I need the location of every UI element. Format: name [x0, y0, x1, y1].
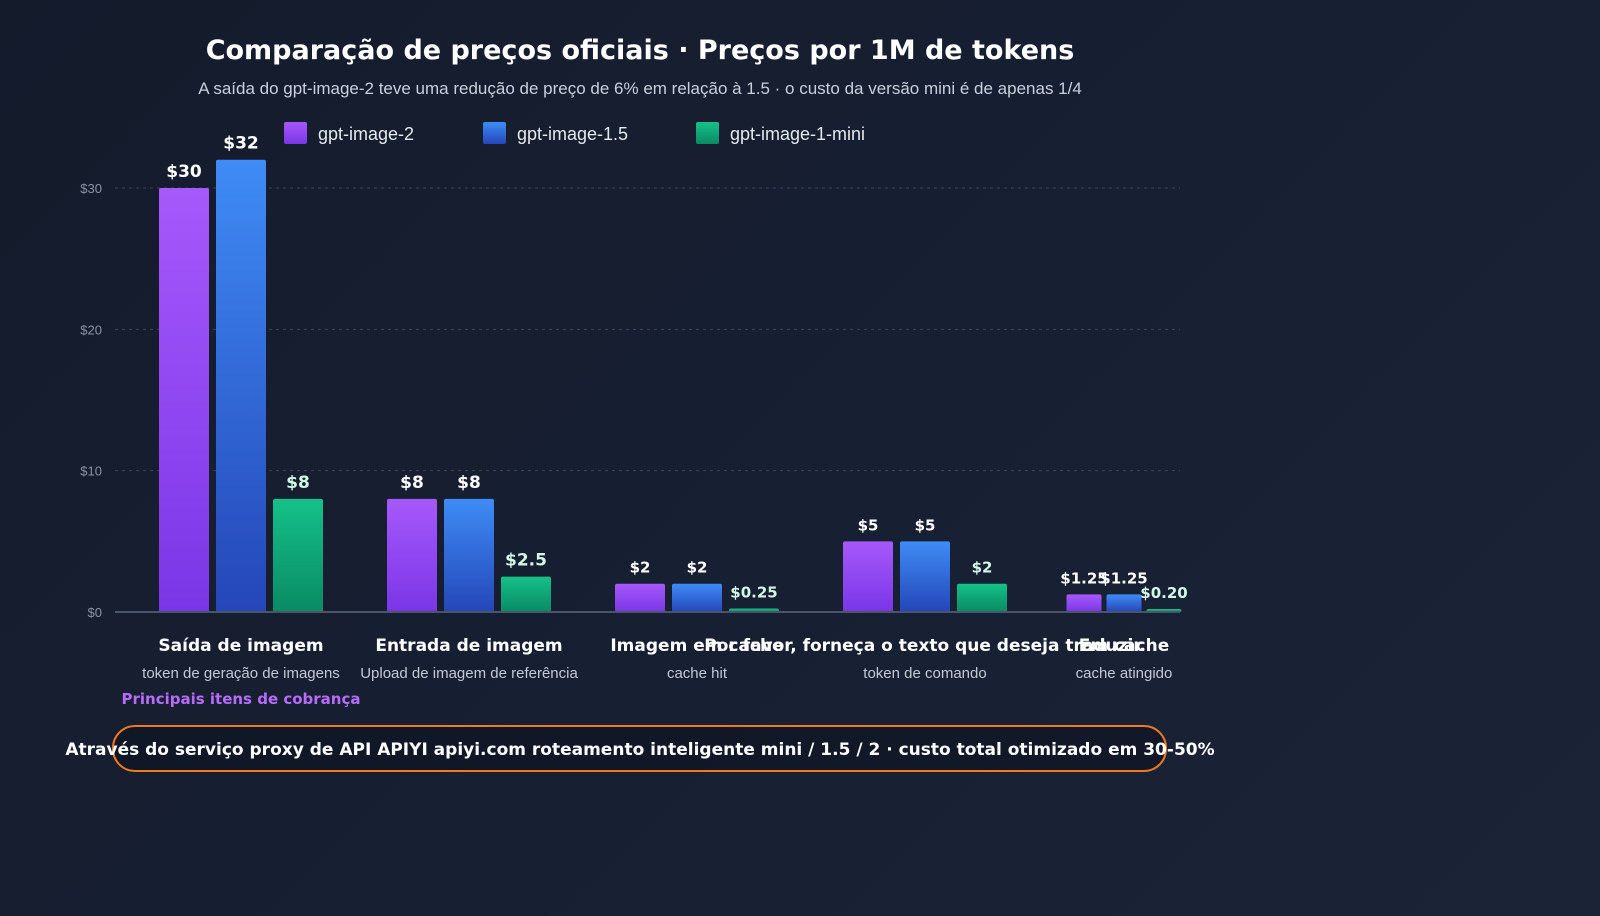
category-sublabel-5: cache atingido [1076, 665, 1173, 682]
value-label-3-3: $0.25 [730, 583, 777, 601]
legend-label-1: gpt-image-2 [318, 124, 414, 144]
value-label-4-2: $5 [915, 516, 936, 534]
value-label-3-1: $2 [630, 559, 651, 577]
bar-1-2 [216, 159, 266, 612]
category-sublabel-1: token de geração de imagens [142, 665, 340, 682]
legend-label-3: gpt-image-1-mini [730, 124, 865, 144]
value-label-5-3: $0.20 [1140, 584, 1187, 602]
value-label-4-3: $2 [972, 559, 993, 577]
value-label-2-2: $8 [457, 473, 481, 493]
category-label-4: Por favor, forneça o texto que deseja tr… [704, 636, 1146, 656]
y-axis: $0 $10 $20 $30 [80, 181, 102, 620]
value-label-3-2: $2 [687, 559, 708, 577]
value-labels: $30 $32 $8 $8 $8 $2.5 $2 $2 $0.25 $5 $5 $2 $1.25$1.2… [166, 134, 1187, 602]
legend-swatch-3 [696, 122, 719, 144]
value-label-1-1: $30 [166, 162, 202, 182]
bar-5-2 [1106, 594, 1142, 612]
legend-swatch-1 [284, 122, 307, 144]
bar-5-1 [1066, 594, 1102, 612]
value-label-1-3: $8 [286, 473, 310, 493]
bar-4-3 [957, 583, 1007, 612]
y-tick-label: $20 [80, 322, 102, 337]
bar-1-1 [159, 188, 209, 612]
category-sublabel-2: Upload de imagem de referência [360, 665, 578, 682]
grid-lines [115, 187, 1180, 472]
value-label-2-1: $8 [400, 473, 424, 493]
bar-4-2 [900, 541, 950, 612]
legend-swatch-2 [483, 122, 506, 144]
chart-title: Comparação de preços oficiais · Preços p… [206, 35, 1075, 66]
value-label-5-1: $1.25 [1060, 569, 1107, 587]
bar-2-1 [387, 498, 437, 612]
y-tick-label: $30 [80, 181, 102, 196]
category-label-3: Imagem em cache [610, 636, 783, 656]
y-tick-label: $10 [80, 464, 102, 479]
bar-2-2 [444, 498, 494, 612]
category-sublabel-3: cache hit [667, 665, 728, 682]
footer-box [112, 725, 1167, 772]
chart-subtitle: A saída do gpt-image-2 teve uma redução … [198, 79, 1082, 98]
category-label-2: Entrada de imagem [375, 636, 562, 656]
category-sublabel-4: token de comando [863, 665, 986, 682]
value-label-4-1: $5 [858, 516, 879, 534]
footer-text: Através do serviço proxy de API APIYI ap… [65, 740, 1214, 760]
bar-4-1 [843, 541, 893, 612]
bar-1-3 [273, 498, 323, 612]
value-label-2-3: $2.5 [505, 551, 547, 571]
bars [159, 159, 1182, 612]
bar-2-3 [501, 576, 551, 612]
y-tick-label: $0 [88, 605, 102, 620]
bar-3-2 [672, 583, 722, 612]
x-axis: Saída de imagem token de geração de image… [115, 611, 1180, 682]
value-label-1-2: $32 [223, 134, 259, 154]
category-label-5: Em cache [1079, 636, 1170, 656]
highlight-note: Principais itens de cobrança [122, 690, 361, 708]
value-label-5-2: $1.25 [1100, 569, 1147, 587]
bar-3-1 [615, 583, 665, 612]
category-label-1: Saída de imagem [158, 636, 323, 656]
legend-label-2: gpt-image-1.5 [517, 124, 628, 144]
legend: gpt-image-2 gpt-image-1.5 gpt-image-1-mini [284, 122, 865, 144]
